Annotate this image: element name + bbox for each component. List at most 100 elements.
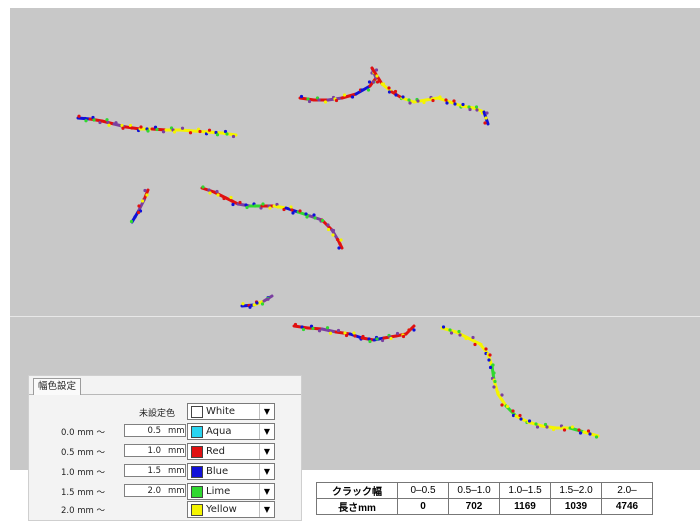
color-swatch xyxy=(191,486,203,498)
crack-speckle xyxy=(106,121,109,124)
crack-speckle xyxy=(595,435,598,438)
crack-speckle xyxy=(216,193,219,196)
crack-speckle xyxy=(352,331,355,334)
crack-speckle xyxy=(483,121,486,124)
crack-speckle xyxy=(450,331,453,334)
crack-speckle xyxy=(326,326,329,329)
crack-speckle xyxy=(353,334,356,337)
crack-speckle xyxy=(534,422,537,425)
crack-speckle xyxy=(155,128,158,131)
crack-speckle xyxy=(329,332,332,335)
crack-speckle xyxy=(266,298,269,301)
crack-speckle xyxy=(145,193,148,196)
color-select-4[interactable]: Lime ▼ xyxy=(187,483,275,500)
crack-speckle xyxy=(189,131,192,134)
tab-width-color-settings[interactable]: 幅色設定 xyxy=(33,378,81,395)
crack-speckle xyxy=(290,208,293,211)
crack-speckle xyxy=(92,118,95,121)
crack-speckle xyxy=(173,130,176,133)
chevron-down-icon[interactable]: ▼ xyxy=(259,424,274,439)
crack-speckle xyxy=(500,393,503,396)
crack-speckle xyxy=(452,99,455,102)
crack-width-header: クラック幅 xyxy=(317,483,398,499)
range-cell: 1.0–1.5 xyxy=(500,483,551,499)
crack-speckle xyxy=(457,330,460,333)
crack-segment xyxy=(180,130,194,131)
crack-speckle xyxy=(401,95,404,98)
range-from-label: 1.0 mm ～ xyxy=(61,466,105,478)
setting-row-5: 2.0 mm ～ Yellow ▼ xyxy=(29,500,301,520)
crack-speckle xyxy=(232,135,235,138)
crack-speckle xyxy=(479,343,482,346)
crack-speckle xyxy=(422,101,425,104)
crack-speckle xyxy=(318,329,321,332)
crack-speckle xyxy=(261,202,264,205)
crack-speckle xyxy=(345,334,348,337)
crack-segment xyxy=(438,98,450,102)
crack-speckle xyxy=(375,68,378,71)
crack-speckle xyxy=(302,328,305,331)
unit-label: mm xyxy=(168,466,185,476)
crack-speckle xyxy=(198,130,201,133)
crack-speckle xyxy=(105,118,108,121)
crack-speckle xyxy=(500,398,503,401)
crack-speckle xyxy=(291,211,294,214)
setting-row-3: 1.0 mm ～ 1.5 mm Blue ▼ xyxy=(29,462,301,482)
color-name: White xyxy=(206,405,235,418)
setting-row-1: 0.0 mm ～ 0.5 mm Aqua ▼ xyxy=(29,422,301,442)
color-select-3[interactable]: Blue ▼ xyxy=(187,463,275,480)
crack-speckle xyxy=(84,119,87,122)
crack-speckle xyxy=(351,95,354,98)
length-cell: 702 xyxy=(449,499,500,515)
crack-speckle xyxy=(245,206,248,209)
crack-speckle xyxy=(461,103,464,106)
crack-speckle xyxy=(394,90,397,93)
crack-speckle xyxy=(387,86,390,89)
crack-speckle xyxy=(130,126,133,129)
crack-segment xyxy=(542,426,556,428)
chevron-down-icon[interactable]: ▼ xyxy=(259,502,274,517)
range-cell: 0–0.5 xyxy=(398,483,449,499)
unset-color-label: 未設定色 xyxy=(139,406,175,419)
color-select-2[interactable]: Red ▼ xyxy=(187,443,275,460)
color-select-5[interactable]: Yellow ▼ xyxy=(187,501,275,518)
crack-speckle xyxy=(321,219,324,222)
crack-speckle xyxy=(444,98,447,101)
crack-speckle xyxy=(519,417,522,420)
crack-speckle xyxy=(493,380,496,383)
color-select-1[interactable]: Aqua ▼ xyxy=(187,423,275,440)
length-cell: 1039 xyxy=(551,499,602,515)
crack-speckle xyxy=(294,323,297,326)
crack-speckle xyxy=(207,188,210,191)
chevron-down-icon[interactable]: ▼ xyxy=(259,484,274,499)
chevron-down-icon[interactable]: ▼ xyxy=(259,404,274,419)
crack-speckle xyxy=(588,432,591,435)
chevron-down-icon[interactable]: ▼ xyxy=(259,444,274,459)
crack-speckle xyxy=(372,80,375,83)
crack-speckle xyxy=(448,328,451,331)
crack-speckle xyxy=(475,105,478,108)
crack-speckle xyxy=(133,215,136,218)
range-from-label: 2.0 mm ～ xyxy=(61,504,105,516)
setting-row-2: 0.5 mm ～ 1.0 mm Red ▼ xyxy=(29,442,301,462)
crack-speckle xyxy=(311,327,314,330)
color-name: Yellow xyxy=(206,503,237,516)
crack-speckle xyxy=(216,133,219,136)
crack-speckle xyxy=(332,229,335,232)
crack-speckle xyxy=(238,201,241,204)
color-select-unset[interactable]: White ▼ xyxy=(187,403,275,420)
crack-speckle xyxy=(255,301,258,304)
crack-speckle xyxy=(487,358,490,361)
crack-speckle xyxy=(308,100,311,103)
chevron-down-icon[interactable]: ▼ xyxy=(259,464,274,479)
crack-speckle xyxy=(545,425,548,428)
unit-label: mm xyxy=(168,446,185,456)
crack-speckle xyxy=(327,228,330,231)
unit-label: mm xyxy=(168,486,185,496)
crack-speckle xyxy=(77,115,80,118)
color-swatch xyxy=(191,406,203,418)
table-row: 長さmm 0 702 1169 1039 4746 xyxy=(317,499,653,515)
crack-speckle xyxy=(289,205,292,208)
crack-speckle xyxy=(225,132,228,135)
crack-speckle xyxy=(120,124,123,127)
